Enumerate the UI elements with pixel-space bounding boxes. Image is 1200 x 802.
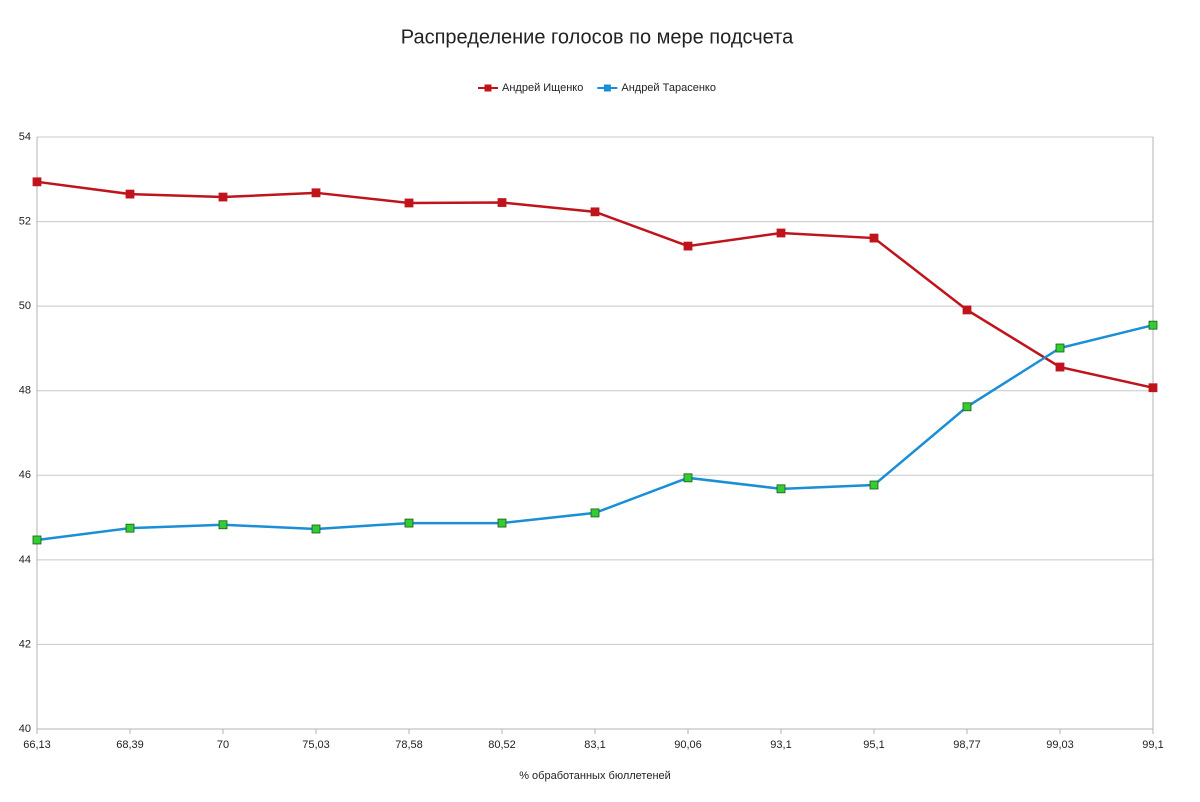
data-point [404,198,414,208]
y-tick-label: 50 [19,300,31,312]
data-point [1148,383,1158,393]
data-point [1055,362,1065,372]
data-point [1055,343,1065,353]
x-tick-label: 90,06 [674,739,702,751]
legend-label: Андрей Тарасенко [621,82,716,94]
x-tick-label: 68,39 [116,739,144,751]
data-point [497,518,507,528]
x-tick-label: 75,03 [302,739,330,751]
legend-marker [484,84,492,92]
series-line [36,323,1154,542]
data-point [869,480,879,490]
data-point [125,189,135,199]
x-tick-label: 99,1 [1142,739,1163,751]
chart-title: Распределение голосов по мере подсчета [401,26,794,48]
data-point [311,188,321,198]
y-tick-label: 46 [19,469,31,481]
y-tick-label: 52 [19,215,31,227]
data-point [404,518,414,528]
data-point [497,198,507,207]
data-point [32,535,42,545]
data-point [962,305,972,315]
legend-label: Андрей Ищенко [502,82,583,94]
data-point [1148,320,1158,330]
data-point [869,233,879,243]
data-point [776,484,786,494]
y-tick-label: 40 [19,723,31,735]
y-tick-label: 44 [19,554,31,566]
data-point [962,402,972,412]
x-tick-label: 93,1 [770,739,791,751]
x-tick-label: 83,1 [584,739,605,751]
x-tick-label: 66,13 [23,739,51,751]
x-tick-label: 99,03 [1046,739,1074,751]
x-axis-label: % обработанных бюллетеней [519,770,671,782]
data-point [776,228,786,238]
legend-marker [603,84,611,92]
y-tick-label: 54 [19,131,31,143]
data-point [683,473,693,483]
x-tick-label: 98,77 [953,739,981,751]
data-point [125,523,135,533]
x-tick-label: 70 [217,739,229,751]
y-tick-label: 48 [19,385,31,397]
y-tick-label: 42 [19,638,31,650]
data-point [590,207,600,217]
x-tick-label: 95,1 [863,739,884,751]
data-point [218,192,228,202]
data-point [683,241,693,251]
data-point [218,520,228,530]
x-tick-label: 80,52 [488,739,516,751]
data-point [311,524,321,534]
data-point [590,508,600,518]
x-tick-label: 78,58 [395,739,423,751]
data-point [32,177,42,187]
